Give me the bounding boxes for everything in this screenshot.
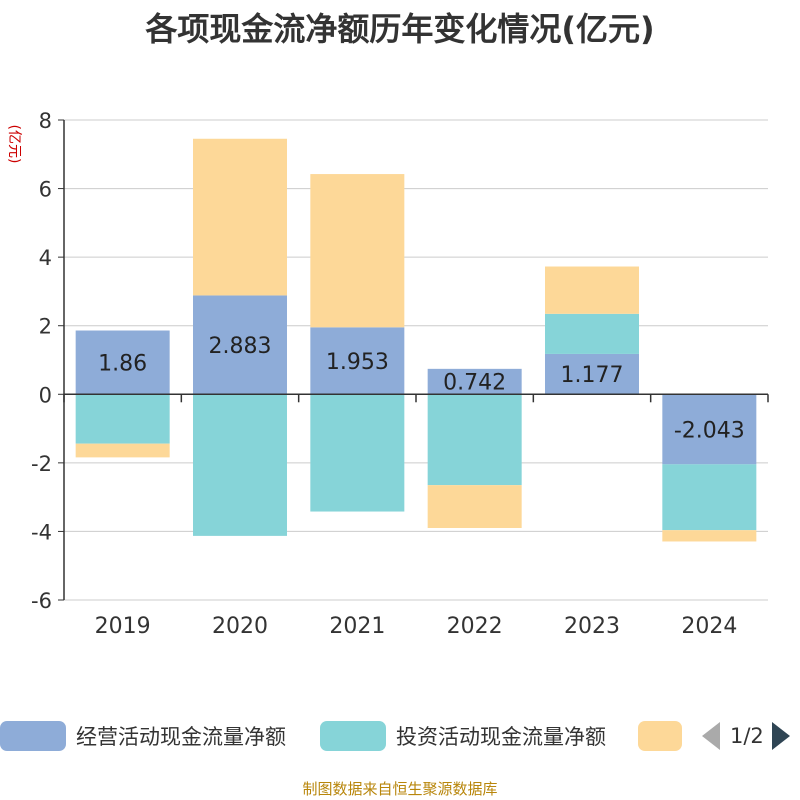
legend-pager: 1/2 <box>702 716 790 756</box>
bar-segment <box>310 327 405 395</box>
bar-segment <box>427 368 522 395</box>
data-source-note: 制图数据来自恒生聚源数据库 <box>302 780 498 798</box>
data-label: 0.742 <box>443 371 506 396</box>
legend-swatch-investing <box>320 721 386 751</box>
bar-segment <box>662 464 757 531</box>
bar-segment <box>193 138 287 296</box>
x-tick-label: 2019 <box>95 614 151 639</box>
legend-item-financing[interactable] <box>638 716 692 756</box>
bar-segment <box>310 394 405 512</box>
legend: 经营活动现金流量净额 投资活动现金流量净额 1/2 <box>0 716 800 756</box>
legend-swatch-operating <box>0 721 66 751</box>
data-label: -2.043 <box>674 418 745 443</box>
legend-prev-page-icon[interactable] <box>702 722 720 750</box>
x-tick-label: 2022 <box>447 614 503 639</box>
chart-title: 各项现金流净额历年变化情况(亿元) <box>145 10 655 48</box>
data-label: 1.953 <box>326 350 389 375</box>
y-tick-label: 6 <box>39 178 52 202</box>
y-tick-label: 8 <box>39 109 52 133</box>
bar-segment <box>662 394 757 465</box>
data-label: 2.883 <box>209 334 272 359</box>
data-label: 1.86 <box>98 351 147 376</box>
legend-label-investing: 投资活动现金流量净额 <box>396 725 606 749</box>
y-tick-label: -6 <box>31 589 52 613</box>
y-tick-label: -2 <box>31 452 52 476</box>
bar-segment <box>427 394 522 486</box>
legend-item-investing[interactable]: 投资活动现金流量净额 <box>320 716 606 756</box>
bar-segment <box>193 295 287 395</box>
legend-swatch-financing <box>638 721 682 751</box>
bar-segment <box>310 174 405 328</box>
bar-segment <box>193 394 287 536</box>
bar-segment <box>427 485 522 528</box>
bar-segment <box>545 266 639 314</box>
data-label: 1.177 <box>561 363 624 388</box>
legend-label-operating: 经营活动现金流量净额 <box>76 725 286 749</box>
y-tick-label: 4 <box>39 246 52 270</box>
bar-segment <box>545 353 639 395</box>
x-tick-label: 2021 <box>329 614 385 639</box>
bar-segment <box>75 394 170 444</box>
y-tick-label: 2 <box>39 315 52 339</box>
legend-item-operating[interactable]: 经营活动现金流量净额 <box>0 716 286 756</box>
y-axis-label: (亿元) <box>6 125 22 164</box>
bar-segment <box>75 443 170 458</box>
y-tick-label: -4 <box>31 520 52 544</box>
legend-next-page-icon[interactable] <box>771 722 790 750</box>
bar-segment <box>662 530 757 542</box>
x-tick-label: 2024 <box>681 614 737 639</box>
bar-segment <box>545 313 639 354</box>
x-tick-label: 2020 <box>212 614 268 639</box>
y-tick-label: 0 <box>39 383 52 407</box>
legend-page-number: 1/2 <box>730 724 764 748</box>
bar-segment <box>75 330 170 395</box>
x-tick-label: 2023 <box>564 614 620 639</box>
